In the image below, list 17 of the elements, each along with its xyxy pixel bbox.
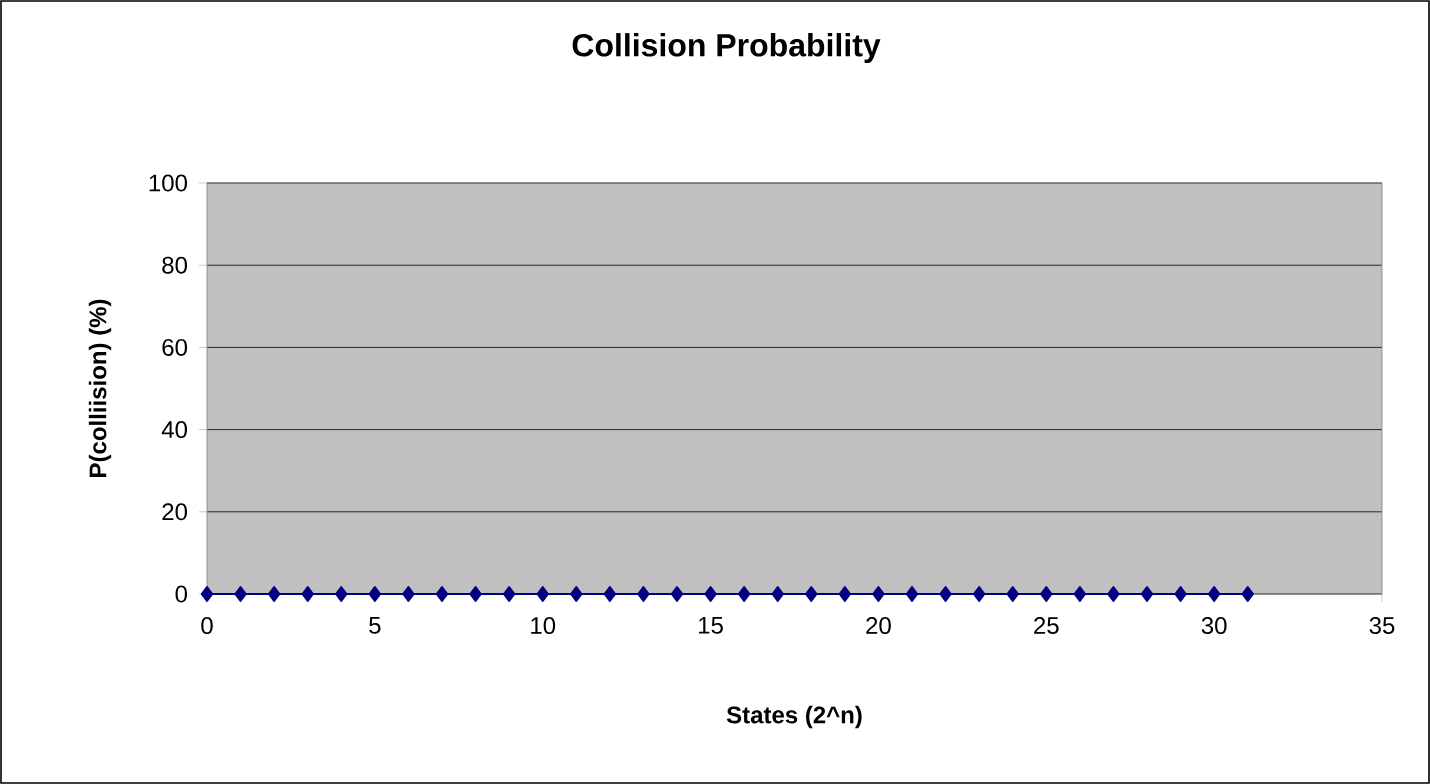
x-tick-label: 15 [699,617,723,634]
x-tick-label: 0 [201,617,213,635]
y-tick-label: 0 [175,585,188,603]
x-tick-label: 10 [531,617,556,635]
x-axis-title: States (2^n) [726,705,862,729]
y-tick-label: 100 [149,174,187,192]
chart-title: Collision Probability [572,33,881,63]
x-tick-label: 25 [1034,617,1059,635]
x-tick-label: 30 [1201,617,1227,635]
y-tick-label: 20 [162,503,188,521]
x-tick-label: 35 [1369,617,1395,635]
y-tick-label: 80 [162,256,188,274]
y-tick-label: 60 [162,338,188,356]
x-tick-label: 20 [866,617,891,635]
x-tick-label: 5 [369,617,381,634]
y-tick-label: 40 [161,421,188,439]
y-axis-title: P(colliision) (%) [88,299,112,477]
